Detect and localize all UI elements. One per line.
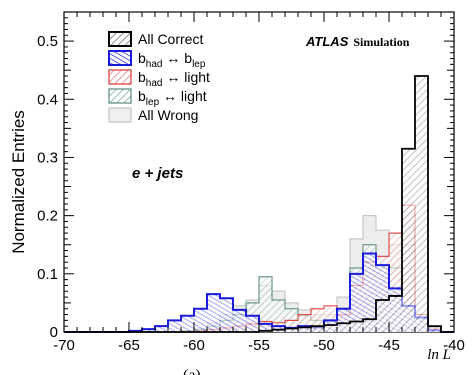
x-axis-label: ln L [427,347,451,363]
bar-0-25 [389,295,402,332]
series-0 [64,75,454,333]
y-tick-label-0: 0 [50,324,58,341]
y-tick-label-5: 0.5 [37,33,58,50]
legend-swatch-1 [108,50,132,66]
legend-swatch-3 [108,88,132,104]
bar-0-23 [363,319,376,332]
bar-0-20 [324,325,337,332]
experiment-label: ATLAS Simulation [305,34,410,49]
legend-swatch-4 [108,107,132,123]
x-tick-label-0: -70 [53,337,75,354]
bar-2-17 [285,320,298,332]
bar-0-16 [272,329,285,332]
bar-0-17 [285,328,298,332]
y-tick-label-2: 0.2 [37,208,58,225]
legend-label-3: blep ↔ light [138,88,207,108]
axis-layer: -70 -65 -60 -55 -50 -45 -40 0 0.1 0.2 0.3 0.4 0.5 [37,12,465,354]
y-axis-label: Normalized Entries [9,110,28,254]
bar-1-10 [194,308,207,332]
bar-0-26 [402,148,415,332]
x-tick-label-3: -55 [248,337,270,354]
bar-1-14 [246,315,259,332]
y-tick-label-3: 0.3 [37,149,58,166]
x-tick-label-1: -65 [118,337,140,354]
y-tick-label-4: 0.4 [37,91,58,108]
legend-swatch-0 [108,31,132,47]
legend-label-4: All Wrong [138,107,198,123]
histogram-layer [64,75,454,333]
bar-1-7 [155,326,168,332]
x-tick-label-2: -60 [183,337,205,354]
legend-label-1: bhad ↔ blep [138,50,206,70]
bar-1-13 [233,309,246,332]
legend-swatch-2 [108,69,132,85]
bar-1-6 [142,329,155,332]
bar-0-27 [415,76,428,332]
bar-1-11 [207,294,220,332]
x-tick-label-4: -50 [313,337,335,354]
bar-1-23 [363,253,376,332]
y-tick-label-1: 0.1 [37,266,58,283]
bar-1-8 [168,320,181,332]
bar-1-9 [181,315,194,332]
bar-0-28 [428,326,441,332]
legend-label-0: All Correct [138,31,203,47]
x-tick-label-6: -40 [443,337,465,354]
bar-0-19 [311,326,324,332]
legend-label-2: bhad ↔ light [138,69,210,89]
bar-1-12 [220,298,233,332]
channel-label: e + jets [132,165,183,182]
caption-fragment: (a) [183,367,201,375]
bar-0-18 [298,327,311,332]
bar-3-15 [259,276,272,332]
x-tick-label-5: -45 [378,337,400,354]
bar-0-24 [376,300,389,332]
series-outline-0 [64,75,454,333]
bar-1-15 [259,323,272,332]
bar-1-22 [350,273,363,332]
bar-0-21 [337,323,350,332]
bar-0-22 [350,321,363,332]
